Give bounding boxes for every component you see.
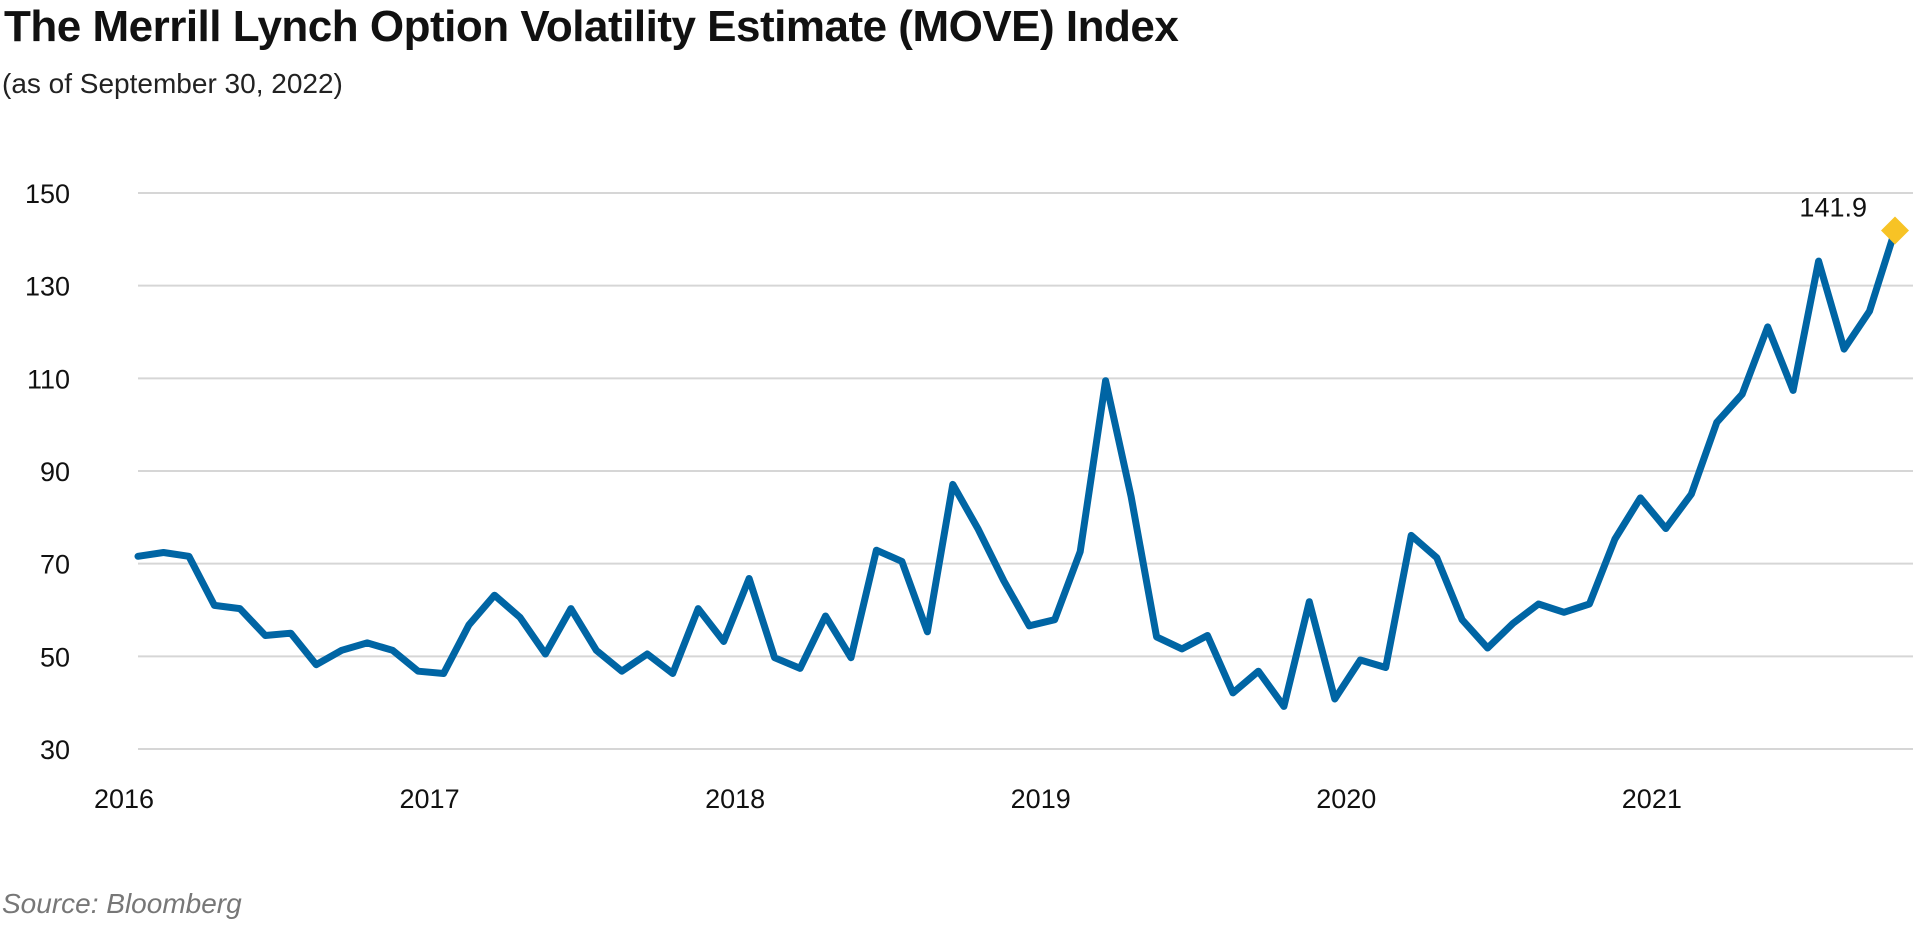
x-tick-label: 2018 [705, 784, 765, 814]
source-note: Source: Bloomberg [2, 888, 242, 919]
y-tick-label: 70 [40, 550, 70, 580]
x-tick-label: 2020 [1316, 784, 1376, 814]
y-tick-label: 130 [25, 272, 70, 302]
y-tick-label: 110 [27, 364, 70, 394]
x-tick-label: 2017 [400, 784, 460, 814]
chart-subtitle: (as of September 30, 2022) [2, 68, 343, 99]
last-value-label: 141.9 [1799, 193, 1867, 223]
series-line-move-index [134, 227, 1899, 710]
y-tick-label: 50 [40, 642, 70, 672]
x-tick-label: 2021 [1622, 784, 1682, 814]
chart-title: The Merrill Lynch Option Volatility Esti… [4, 2, 1179, 51]
last-value-diamond-marker [1881, 216, 1909, 245]
y-tick-label: 30 [40, 735, 70, 765]
x-tick-label: 2016 [94, 784, 154, 814]
y-tick-label: 90 [40, 457, 70, 487]
x-tick-label: 2019 [1011, 784, 1071, 814]
y-tick-label: 150 [25, 179, 70, 209]
